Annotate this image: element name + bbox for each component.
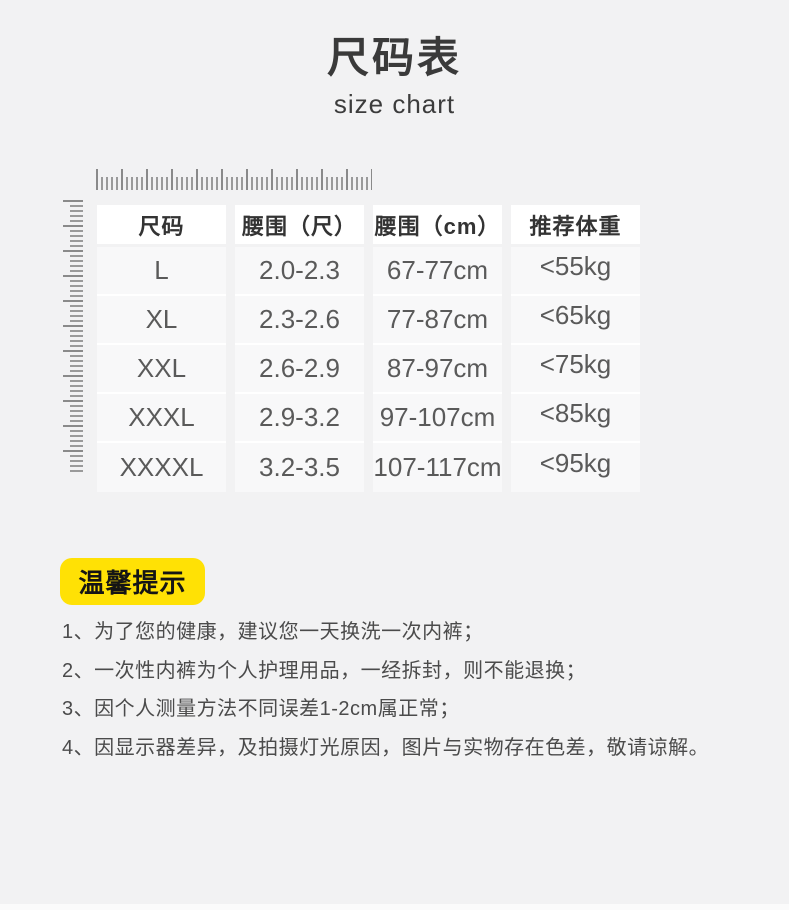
table-cell-text: <85kg [539, 398, 612, 428]
table-cell-text: 77-87cm [386, 304, 489, 334]
table-cell: XXXXL [97, 443, 226, 492]
tips-item: 1、为了您的健康，建议您一天换洗一次内裤； [62, 621, 484, 643]
table-cell-text: 2.9-3.2 [259, 402, 340, 432]
table-cell-text: XXL [136, 353, 187, 383]
table-header-cell: 推荐体重 [511, 205, 640, 247]
table-header-cell: 腰围（cm） [373, 205, 502, 247]
table-cell-text: <65kg [539, 300, 612, 330]
table-cell-text: 3.2-3.5 [259, 452, 340, 482]
table-cell-text: <55kg [539, 251, 612, 281]
table-cell: L [97, 247, 226, 296]
table-cell: <55kg [511, 247, 640, 296]
table-cell-text: L [154, 255, 169, 285]
table-cell: XXL [97, 345, 226, 394]
table-header-cell: 尺码 [97, 205, 226, 247]
table-cell-text: XXXL [128, 402, 195, 432]
table-cell-text: XL [145, 304, 178, 334]
bottom-divider [0, 904, 789, 910]
table-cell-text: 2.0-2.3 [259, 255, 340, 285]
table-cell: 87-97cm [373, 345, 502, 394]
table-cell: 67-77cm [373, 247, 502, 296]
table-cell-text: 67-77cm [386, 255, 489, 285]
table-cell: <95kg [511, 443, 640, 492]
tips-item: 2、一次性内裤为个人护理用品，一经拆封，则不能退换； [62, 659, 587, 682]
tips-badge: 温馨提示 [60, 558, 205, 605]
tips-item: 4、因显示器差异，及拍摄灯光原因，图片与实物存在色差，敬请谅解。 [62, 736, 710, 759]
table-cell: 97-107cm [373, 394, 502, 443]
table-cell-text: <75kg [539, 349, 612, 379]
table-header-cell: 腰围（尺） [235, 205, 364, 247]
page-subtitle: size chart [333, 89, 456, 120]
ruler-tall-ticks [96, 169, 372, 190]
table-cell: 2.0-2.3 [235, 247, 364, 296]
table-cell: 2.6-2.9 [235, 345, 364, 394]
table-cell-text: 2.6-2.9 [259, 353, 340, 383]
table-cell-text: 97-107cm [379, 402, 496, 432]
table-cell: 3.2-3.5 [235, 443, 364, 492]
table-cell: 2.9-3.2 [235, 394, 364, 443]
table-cell: XXXL [97, 394, 226, 443]
horizontal-ruler-icon [96, 169, 372, 190]
table-cell: 2.3-2.6 [235, 296, 364, 345]
table-cell-text: 87-97cm [386, 353, 489, 383]
size-chart-table: 尺码 腰围（尺） 腰围（cm） 推荐体重 L 2.0-2.3 67-77cm <55kg XL 2… [97, 205, 640, 492]
table-cell: <65kg [511, 296, 640, 345]
table-cell: 107-117cm [373, 443, 502, 492]
table-cell-text: <95kg [539, 448, 612, 478]
page-title: 尺码表 [326, 34, 462, 81]
tips-item: 3、因个人测量方法不同误差1-2cm属正常； [62, 698, 460, 720]
tips-list: 1、为了您的健康，建议您一天换洗一次内裤； 2、一次性内裤为个人护理用品，一经拆… [62, 622, 762, 776]
vertical-ruler-icon [63, 200, 83, 472]
table-cell: <75kg [511, 345, 640, 394]
table-cell-text: XXXXL [119, 452, 204, 482]
table-cell-text: 107-117cm [373, 452, 502, 482]
table-cell: <85kg [511, 394, 640, 443]
title-block: 尺码表 size chart [0, 34, 789, 120]
table-cell-text: 2.3-2.6 [259, 304, 340, 334]
table-cell: 77-87cm [373, 296, 502, 345]
ruler-tall-ticks [63, 200, 83, 472]
table-cell: XL [97, 296, 226, 345]
